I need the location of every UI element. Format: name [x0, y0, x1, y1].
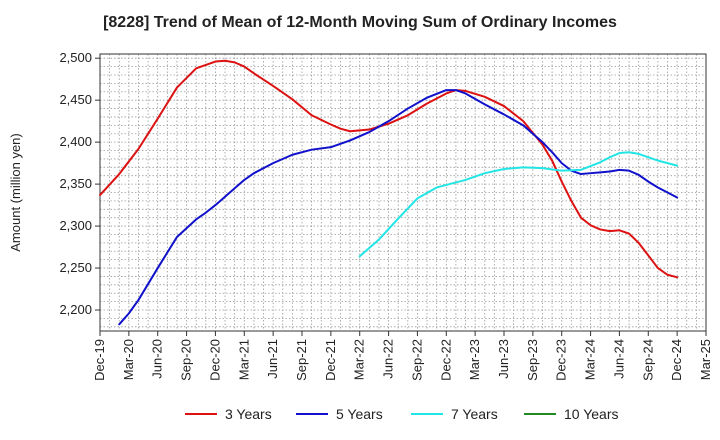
x-tick-label: Mar-20: [121, 339, 136, 380]
x-tick-label: Mar-25: [698, 339, 713, 380]
x-tick-label: Sep-24: [640, 339, 655, 381]
legend-item: 7 Years: [411, 406, 498, 422]
x-tick-label: Jun-21: [265, 339, 280, 379]
y-tick-label: 2,400: [59, 134, 92, 149]
y-tick-label: 2,200: [59, 302, 92, 317]
series-line-7-years: [358, 151, 679, 258]
chart-title: [8228] Trend of Mean of 12-Month Moving …: [103, 14, 617, 31]
y-tick-label: 2,500: [59, 50, 92, 65]
x-tick-label: Dec-19: [92, 339, 107, 381]
x-tick-label: Dec-22: [438, 339, 453, 381]
legend-item: 10 Years: [524, 406, 619, 422]
x-tick-label: Dec-23: [554, 339, 569, 381]
x-tick-label: Dec-21: [323, 339, 338, 381]
series-lines: [99, 59, 679, 326]
y-tick-label: 2,250: [59, 260, 92, 275]
legend-label: 3 Years: [225, 406, 272, 422]
legend: 3 Years 5 Years 7 Years 10 Years: [185, 406, 619, 422]
y-tick-label: 2,450: [59, 92, 92, 107]
x-tick-label: Sep-23: [525, 339, 540, 381]
x-tick-label: Dec-24: [669, 339, 684, 381]
y-tick-label: 2,300: [59, 218, 92, 233]
x-tick-label: Mar-21: [236, 339, 251, 380]
y-tick-label: 2,350: [59, 176, 92, 191]
legend-label: 5 Years: [336, 406, 383, 422]
plot-border: [99, 53, 707, 332]
series-line-3-years: [99, 59, 679, 279]
legend-label: 7 Years: [451, 406, 498, 422]
legend-item: 3 Years: [185, 406, 272, 422]
x-tick-label: Jun-20: [150, 339, 165, 379]
x-tick-label: Mar-22: [352, 339, 367, 380]
legend-label: 10 Years: [564, 406, 619, 422]
y-axis-title: Amount (million yen): [8, 133, 23, 252]
x-tick-label: Sep-22: [409, 339, 424, 381]
x-tick-label: Sep-20: [179, 339, 194, 381]
x-tick-label: Jun-23: [496, 339, 511, 379]
series-line-5-years: [118, 89, 679, 326]
x-tick-label: Dec-20: [207, 339, 222, 381]
x-tick-label: Jun-24: [611, 339, 626, 379]
x-tick-label: Mar-23: [467, 339, 482, 380]
x-tick-label: Mar-24: [583, 339, 598, 380]
x-tick-label: Sep-21: [294, 339, 309, 381]
x-tick-label: Jun-22: [381, 339, 396, 379]
legend-item: 5 Years: [296, 406, 383, 422]
